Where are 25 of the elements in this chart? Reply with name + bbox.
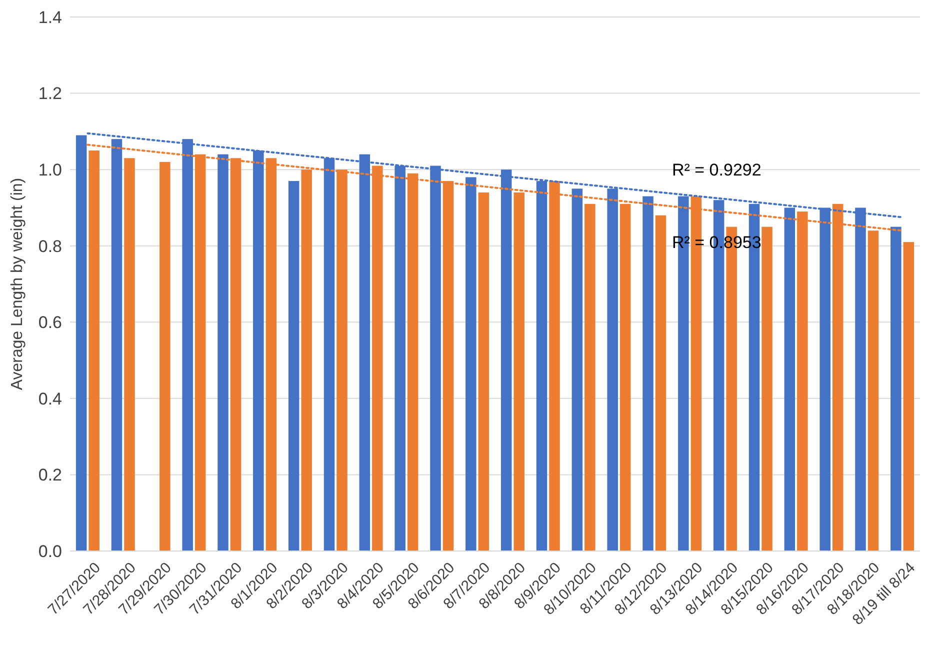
y-tick-label: 0.4 — [38, 389, 62, 408]
y-tick-label: 0.6 — [38, 313, 62, 332]
bar — [88, 150, 100, 551]
bar — [890, 226, 902, 551]
y-tick-label: 0.0 — [38, 542, 62, 561]
bar — [584, 204, 596, 551]
bar — [218, 154, 228, 551]
bar — [288, 181, 300, 551]
y-tick-label: 1.2 — [38, 84, 62, 104]
bar — [478, 192, 490, 551]
bar — [762, 226, 772, 551]
bar — [903, 242, 914, 551]
y-tick-label: 1.4 — [38, 8, 62, 27]
bar — [655, 215, 666, 551]
bar — [76, 135, 87, 551]
bar — [124, 158, 135, 551]
annotation: R² = 0.9292 — [672, 160, 762, 180]
bar — [466, 177, 476, 551]
bar — [572, 188, 583, 551]
bar — [642, 196, 654, 551]
y-tick-label: 1.0 — [38, 160, 62, 180]
y-tick-label: 0.8 — [38, 236, 62, 256]
y-tick-label: 0.2 — [38, 466, 62, 485]
bar — [160, 162, 170, 551]
y-axis-title: Average Length by weight (in) — [9, 178, 26, 390]
